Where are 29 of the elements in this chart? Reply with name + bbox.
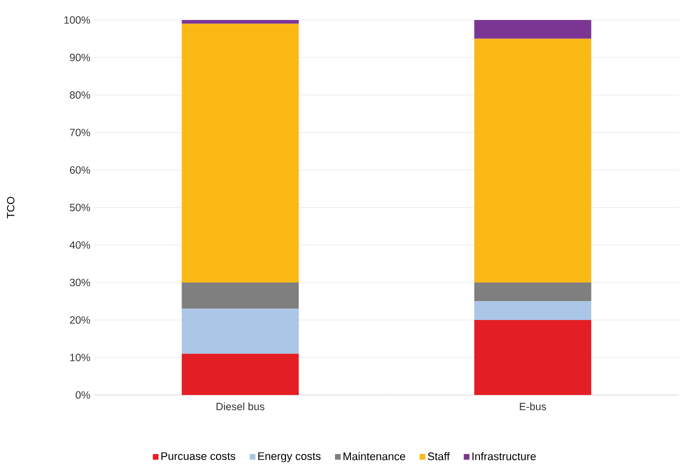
legend-label: Maintenance xyxy=(344,452,406,460)
y-tick-label: 30% xyxy=(70,278,90,286)
bar xyxy=(182,308,299,354)
legend-label: Staff xyxy=(428,452,450,460)
bar xyxy=(474,38,592,282)
legend-label: Purcuase costs xyxy=(161,452,236,460)
bar xyxy=(182,20,299,24)
bar xyxy=(474,320,592,395)
y-tick-label: 100% xyxy=(64,16,90,24)
bar xyxy=(182,24,299,282)
y-tick-label: 40% xyxy=(70,241,90,249)
y-axis-title: TCO xyxy=(6,196,14,218)
bar xyxy=(182,282,299,309)
y-tick-label: 80% xyxy=(70,91,90,99)
y-tick-label: 50% xyxy=(70,204,90,212)
y-tick-label: 90% xyxy=(70,54,90,62)
legend-label: Energy costs xyxy=(258,452,321,462)
bar xyxy=(474,20,592,39)
legend-label: Infrastructure xyxy=(472,452,536,460)
y-tick-label: 60% xyxy=(70,166,90,174)
bar xyxy=(474,282,592,302)
x-tick-label: Diesel bus xyxy=(216,402,264,410)
y-tick-label: 20% xyxy=(70,316,90,324)
bar xyxy=(474,301,592,320)
x-tick-label: E-bus xyxy=(520,402,546,410)
y-tick-label: 0% xyxy=(76,391,90,399)
y-tick-label: 70% xyxy=(70,128,90,136)
y-tick-label: 10% xyxy=(70,354,90,362)
bar xyxy=(182,354,299,395)
